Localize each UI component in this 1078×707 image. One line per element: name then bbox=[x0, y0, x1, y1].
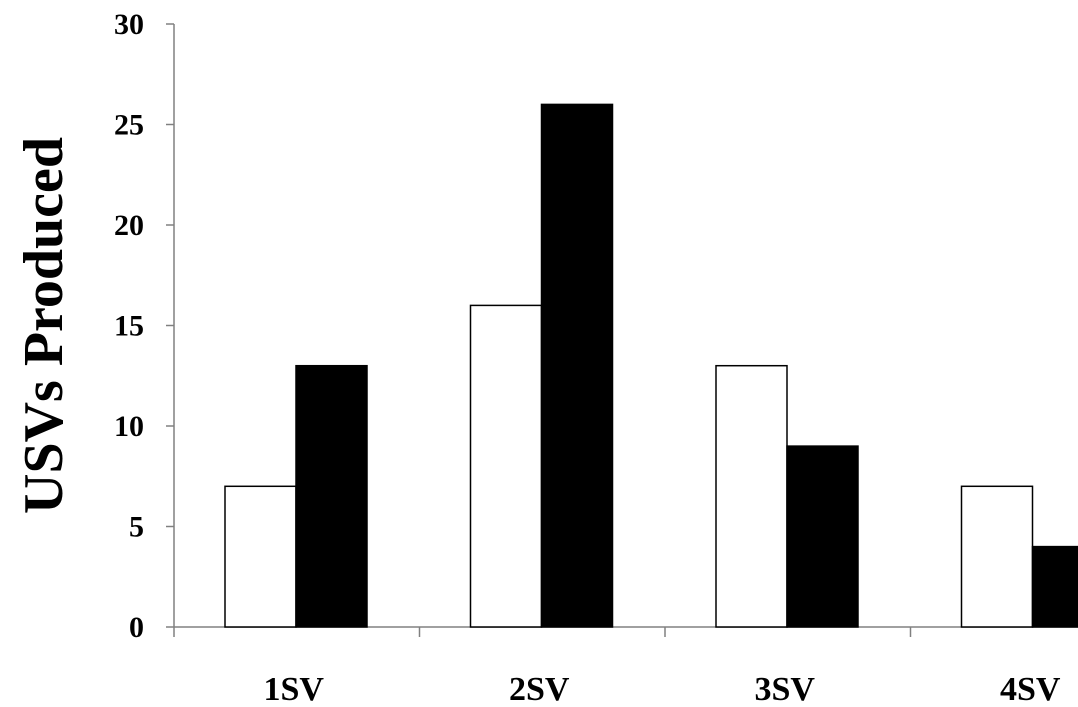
bar-3SV-series-1 bbox=[715, 364, 788, 628]
bar-2SV-series-2 bbox=[540, 103, 614, 628]
y-tick-label: 5 bbox=[129, 511, 144, 544]
y-tick-label: 25 bbox=[114, 109, 144, 142]
bar-2SV-series-1 bbox=[469, 304, 543, 628]
bar-3SV-series-2 bbox=[786, 445, 859, 628]
x-category-label: 1SV bbox=[264, 671, 325, 707]
y-tick-label: 30 bbox=[114, 8, 144, 41]
bar-4SV-series-1 bbox=[960, 485, 1034, 628]
y-tick-label: 10 bbox=[114, 410, 144, 443]
bar-1SV-series-1 bbox=[224, 485, 297, 628]
bar-1SV-series-2 bbox=[295, 364, 368, 628]
x-category-label: 2SV bbox=[509, 671, 570, 707]
x-category-label: 3SV bbox=[755, 671, 816, 707]
y-axis-title-group: USVs Produced bbox=[13, 137, 75, 514]
y-tick-label: 15 bbox=[114, 310, 144, 343]
bars bbox=[224, 103, 1078, 628]
y-axis-title: USVs Produced bbox=[13, 137, 75, 514]
labels: 0 5 10 15 20 25 30 1SV 2SV 3SV 4SV bbox=[114, 8, 1061, 707]
y-tick-label: 20 bbox=[114, 209, 144, 242]
x-category-label: 4SV bbox=[1000, 671, 1061, 707]
bar-4SV-series-2 bbox=[1031, 545, 1078, 628]
y-tick-label: 0 bbox=[129, 611, 144, 644]
